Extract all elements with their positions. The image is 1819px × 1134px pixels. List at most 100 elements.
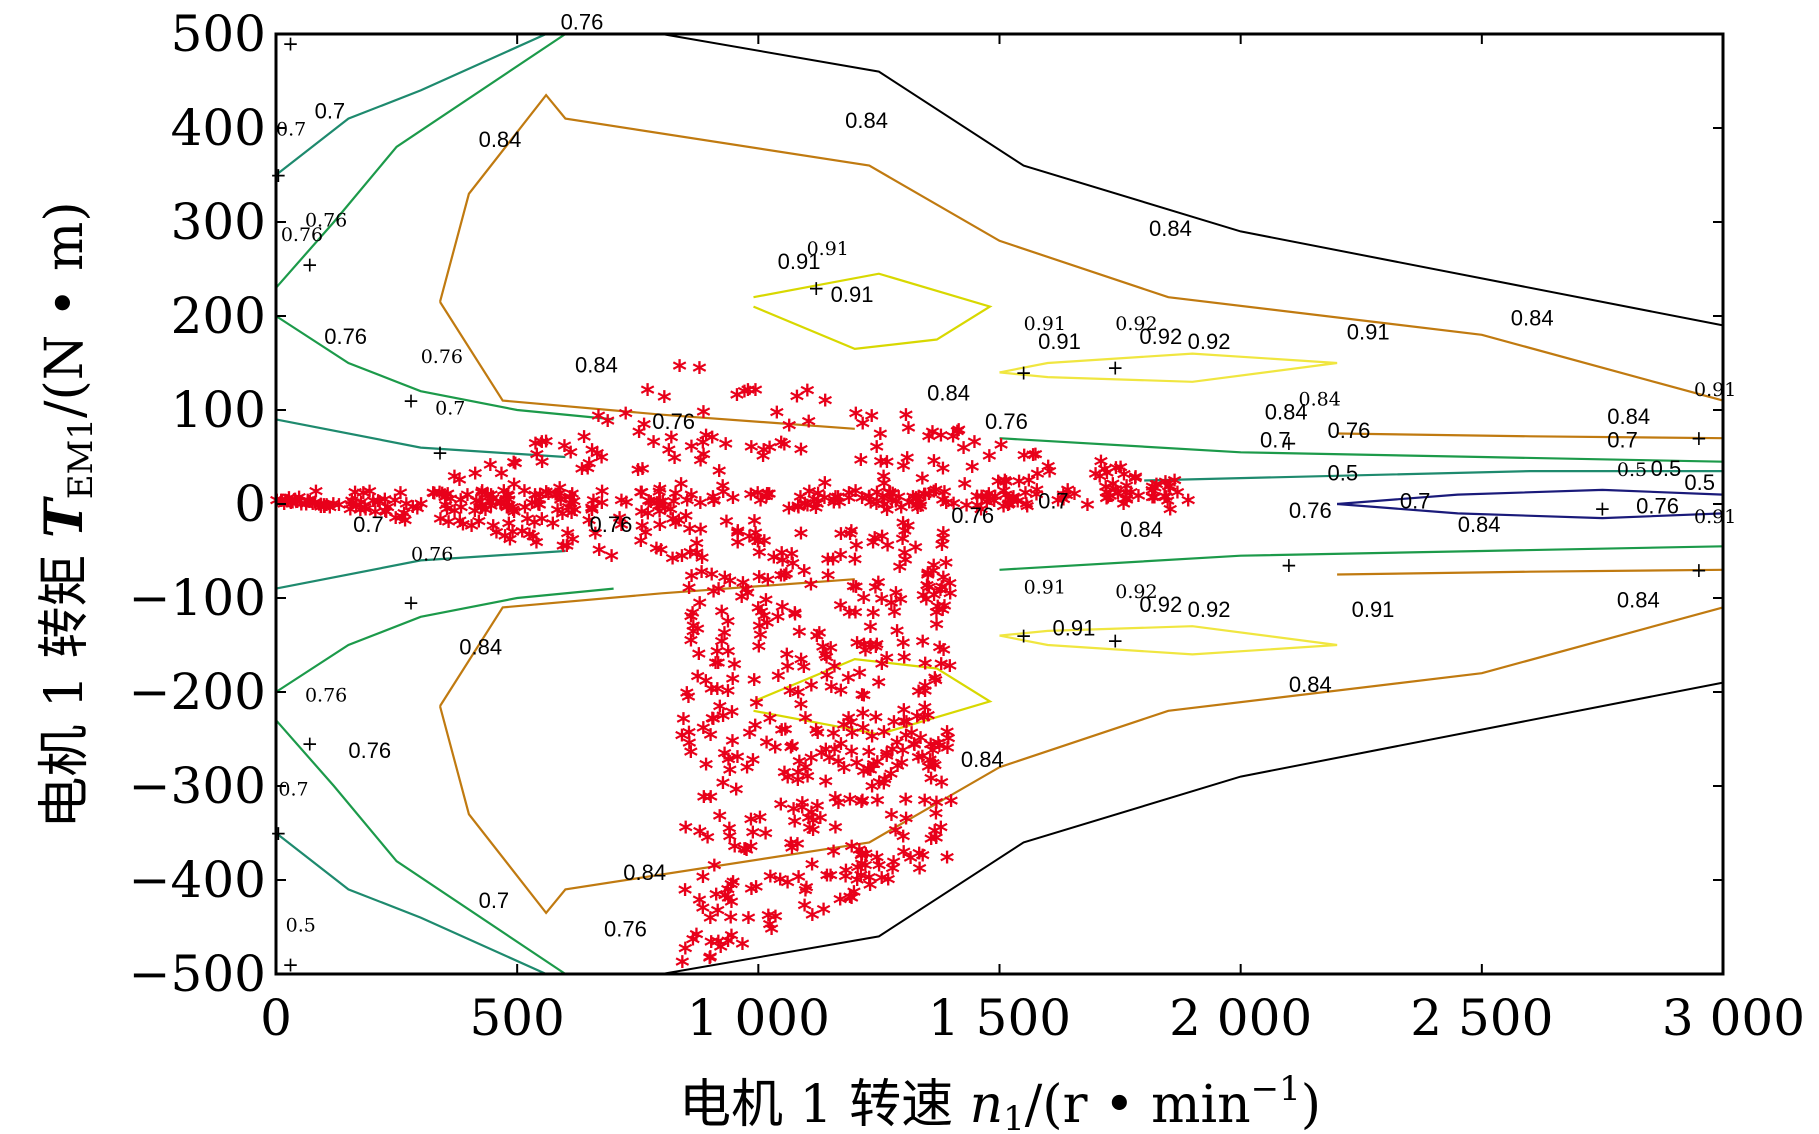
contour-line-5 (275, 719, 567, 975)
contour-label-63: 0.76 (604, 916, 647, 941)
operating-point-128: * (913, 494, 928, 527)
operating-point-304: * (580, 456, 595, 489)
operating-point-503: * (897, 645, 912, 678)
operating-point-374: * (563, 491, 578, 524)
operating-point-19: * (959, 493, 974, 526)
operating-point-238: * (759, 484, 774, 517)
contour-label-44: 0.76 (1289, 498, 1332, 523)
operating-point-417: * (640, 501, 655, 534)
operating-point-89: * (802, 479, 817, 512)
operating-point-146: * (998, 482, 1013, 515)
operating-point-115: * (550, 483, 565, 516)
operating-point-517: * (722, 569, 737, 602)
operating-point-41: * (453, 488, 468, 521)
contour-label-33: 0.5 (1327, 461, 1358, 486)
operating-point-751: * (749, 691, 764, 724)
operating-point-301: * (693, 448, 708, 481)
operating-point-453: * (886, 850, 901, 883)
operating-point-229: * (1145, 478, 1160, 511)
operating-point-609: * (797, 893, 812, 926)
operating-point-222: * (646, 429, 661, 462)
operating-point-793: * (896, 511, 911, 544)
operating-point-216: * (1148, 476, 1163, 509)
operating-point-768: * (710, 898, 725, 931)
operating-point-113: * (987, 489, 1002, 522)
operating-point-559: * (717, 565, 732, 598)
operating-point-195: * (661, 437, 676, 470)
operating-point-565: * (700, 825, 715, 858)
operating-point-98: * (693, 491, 708, 524)
operating-point-286: * (631, 458, 646, 491)
operating-point-284: * (873, 449, 888, 482)
contour-label-32: 0.91 (1694, 379, 1736, 401)
operating-point-277: * (1094, 449, 1109, 482)
operating-point-531: * (821, 563, 836, 596)
operating-point-68: * (889, 489, 904, 522)
operating-point-704: * (917, 788, 932, 821)
operating-point-683: * (907, 731, 922, 764)
operating-point-404: * (453, 508, 468, 541)
operating-point-72: * (377, 487, 392, 520)
operating-point-366: * (652, 499, 667, 532)
operating-point-463: * (934, 574, 949, 607)
operating-point-261: * (900, 445, 915, 478)
operating-point-112: * (926, 479, 941, 512)
operating-point-212: * (535, 450, 550, 483)
operating-point-835: * (684, 563, 699, 596)
operating-point-663: * (834, 732, 849, 765)
operating-point-54: * (553, 481, 568, 514)
operating-point-418: * (344, 489, 359, 522)
operating-point-317: * (880, 449, 895, 482)
operating-point-325: * (1012, 469, 1027, 502)
operating-point-550: * (823, 863, 838, 896)
operating-point-184: * (507, 472, 522, 505)
operating-point-16: * (414, 491, 429, 524)
operating-point-243: * (1131, 483, 1146, 516)
operating-point-139: * (791, 495, 806, 528)
operating-point-555: * (804, 745, 819, 778)
operating-point-666: * (780, 870, 795, 903)
operating-point-673: * (696, 865, 711, 898)
operating-point-322: * (946, 424, 961, 457)
operating-point-263: * (667, 446, 682, 479)
operating-point-110: * (426, 481, 441, 514)
operating-point-24: * (809, 496, 824, 529)
contour-label-7: 0.76 (305, 210, 347, 232)
operating-point-822: * (794, 521, 809, 554)
operating-point-276: * (983, 487, 998, 520)
operating-point-776: * (758, 821, 773, 854)
operating-point-522: * (777, 563, 792, 596)
operating-point-605: * (812, 621, 827, 654)
operating-point-391: * (586, 488, 601, 521)
operating-point-78: * (585, 497, 600, 530)
x-axis-title: 电机 1 转速 n1/(r • min−1) (679, 1069, 1321, 1134)
operating-point-643: * (740, 580, 755, 613)
operating-point-576: * (695, 895, 710, 928)
operating-point-823: * (888, 818, 903, 851)
operating-point-844: * (926, 751, 941, 784)
operating-point-79: * (827, 490, 842, 523)
operating-point-47: * (1181, 488, 1196, 521)
operating-point-757: * (718, 883, 733, 916)
operating-point-528: * (834, 521, 849, 554)
operating-point-621: * (684, 628, 699, 661)
operating-point-462: * (841, 666, 856, 699)
operating-point-508: * (918, 679, 933, 712)
operating-point-802: * (896, 630, 911, 663)
operating-point-236: * (981, 481, 996, 514)
operating-point-604: * (722, 757, 737, 790)
operating-point-832: * (920, 563, 935, 596)
operating-point-838: * (716, 770, 731, 803)
operating-point-49: * (885, 481, 900, 514)
contour-label-14: 0.76 (421, 346, 463, 368)
contour-label-19: 0.92 (1139, 324, 1182, 349)
operating-point-395: * (638, 520, 653, 553)
operating-point-798: * (910, 704, 925, 737)
operating-point-547: * (912, 841, 927, 874)
operating-point-331: * (505, 520, 520, 553)
operating-point-563: * (920, 573, 935, 606)
operating-point-729: * (823, 636, 838, 669)
operating-point-234: * (950, 419, 965, 452)
operating-point-254: * (864, 404, 879, 437)
operating-point-700: * (884, 761, 899, 794)
